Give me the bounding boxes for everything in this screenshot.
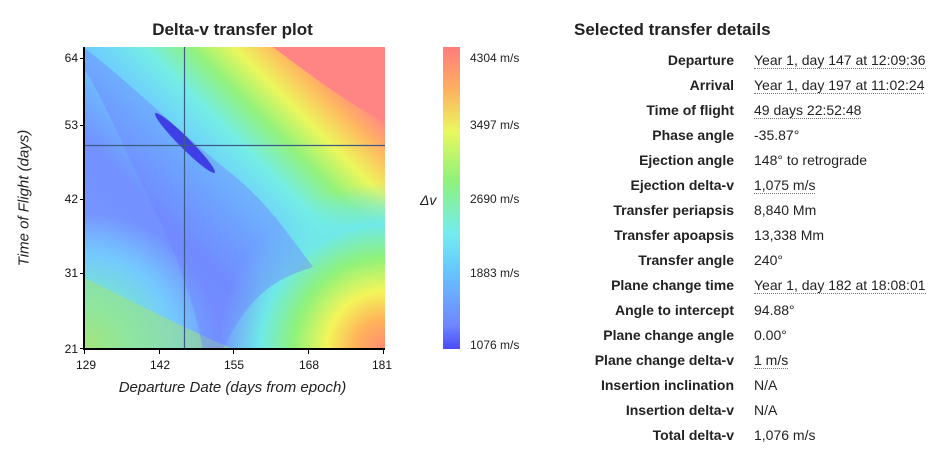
detail-label: Ejection angle [639, 152, 734, 168]
transfer-details-table: Departure Year 1, day 147 at 12:09:36 Arri… [560, 52, 938, 452]
y-axis-label: Time of Flight (days) [15, 129, 33, 267]
detail-row: Transfer apoapsis 13,338 Mm [560, 227, 938, 252]
detail-value: N/A [754, 377, 778, 393]
detail-label: Transfer angle [638, 252, 734, 268]
colorbar-tick-label: 1076 m/s [470, 338, 520, 352]
detail-row: Ejection angle 148° to retrograde [560, 152, 938, 177]
detail-label: Departure [667, 52, 734, 68]
detail-label: Plane change time [611, 277, 734, 293]
detail-row: Insertion delta-v N/A [560, 402, 938, 427]
detail-value: -35.87° [754, 127, 800, 143]
detail-row: Departure Year 1, day 147 at 12:09:36 [560, 52, 938, 77]
detail-row: Transfer angle 240° [560, 252, 938, 277]
colorbar-label: Δv [420, 192, 437, 208]
y-tick-label: 31 [64, 266, 78, 280]
detail-value: N/A [754, 402, 778, 418]
x-tick-mark [308, 349, 309, 354]
detail-row: Angle to intercept 94.88° [560, 302, 938, 327]
detail-row: Total delta-v 1,076 m/s [560, 427, 938, 452]
porkchop-heatmap[interactable] [83, 47, 385, 349]
detail-row: Plane change delta-v 1 m/s [560, 352, 938, 377]
x-tick-mark [233, 349, 234, 354]
detail-row: Arrival Year 1, day 197 at 11:02:24 [560, 77, 938, 102]
detail-label: Insertion delta-v [625, 402, 734, 418]
detail-label: Angle to intercept [614, 302, 734, 318]
colorbar-tick-label: 4304 m/s [470, 51, 520, 65]
colorbar-tick-label: 3497 m/s [470, 118, 520, 132]
y-tick-mark [80, 348, 84, 349]
detail-label: Plane change angle [603, 327, 734, 343]
detail-value[interactable]: 1,075 m/s [754, 177, 816, 194]
detail-label: Ejection delta-v [630, 177, 734, 193]
detail-label: Transfer periapsis [613, 202, 734, 218]
detail-value[interactable]: 1 m/s [754, 352, 789, 369]
detail-label: Plane change delta-v [594, 352, 734, 368]
y-tick-mark [80, 199, 84, 200]
detail-label: Arrival [689, 77, 734, 93]
details-title: Selected transfer details [574, 20, 771, 39]
detail-label: Total delta-v [652, 427, 734, 443]
y-axis-line [83, 47, 85, 350]
detail-value[interactable]: 49 days 22:52:48 [754, 102, 862, 119]
detail-row: Time of flight 49 days 22:52:48 [560, 102, 938, 127]
y-tick-label: 53 [64, 118, 78, 132]
detail-value: 148° to retrograde [754, 152, 868, 168]
detail-value[interactable]: Year 1, day 197 at 11:02:24 [754, 77, 925, 94]
detail-value[interactable]: Year 1, day 147 at 12:09:36 [754, 52, 926, 69]
detail-row: Insertion inclination N/A [560, 377, 938, 402]
detail-row: Plane change time Year 1, day 182 at 18:0… [560, 277, 938, 302]
colorbar-tick-label: 1883 m/s [470, 266, 520, 280]
colorbar-tick-label: 2690 m/s [470, 192, 520, 206]
y-tick-mark [80, 58, 84, 59]
detail-label: Transfer apoapsis [614, 227, 734, 243]
detail-value: 0.00° [754, 327, 787, 343]
colorbar [443, 47, 460, 349]
detail-label: Insertion inclination [600, 377, 734, 393]
x-tick-label: 129 [75, 358, 97, 372]
y-tick-label: 64 [64, 51, 78, 65]
detail-value: 1,076 m/s [754, 427, 816, 443]
x-tick-label: 142 [149, 358, 171, 372]
x-tick-mark [383, 349, 384, 354]
detail-value[interactable]: Year 1, day 182 at 18:08:01 [754, 277, 926, 294]
x-tick-label: 181 [371, 358, 393, 372]
detail-value: 13,338 Mm [754, 227, 825, 243]
x-tick-mark [159, 349, 160, 354]
y-tick-label: 21 [64, 342, 78, 356]
x-axis-line [83, 348, 385, 350]
y-tick-mark [80, 125, 84, 126]
detail-value: 240° [754, 252, 783, 268]
detail-label: Time of flight [646, 102, 734, 118]
detail-label: Phase angle [652, 127, 734, 143]
x-tick-label: 155 [223, 358, 245, 372]
y-tick-mark [80, 273, 84, 274]
x-tick-label: 168 [298, 358, 320, 372]
detail-row: Ejection delta-v 1,075 m/s [560, 177, 938, 202]
x-tick-mark [84, 349, 85, 354]
detail-row: Transfer periapsis 8,840 Mm [560, 202, 938, 227]
detail-row: Phase angle -35.87° [560, 127, 938, 152]
detail-value: 94.88° [754, 302, 795, 318]
x-axis-label: Departure Date (days from epoch) [118, 379, 347, 396]
plot-title: Delta-v transfer plot [152, 20, 313, 39]
y-tick-label: 42 [64, 192, 78, 206]
detail-row: Plane change angle 0.00° [560, 327, 938, 352]
detail-value: 8,840 Mm [754, 202, 817, 218]
